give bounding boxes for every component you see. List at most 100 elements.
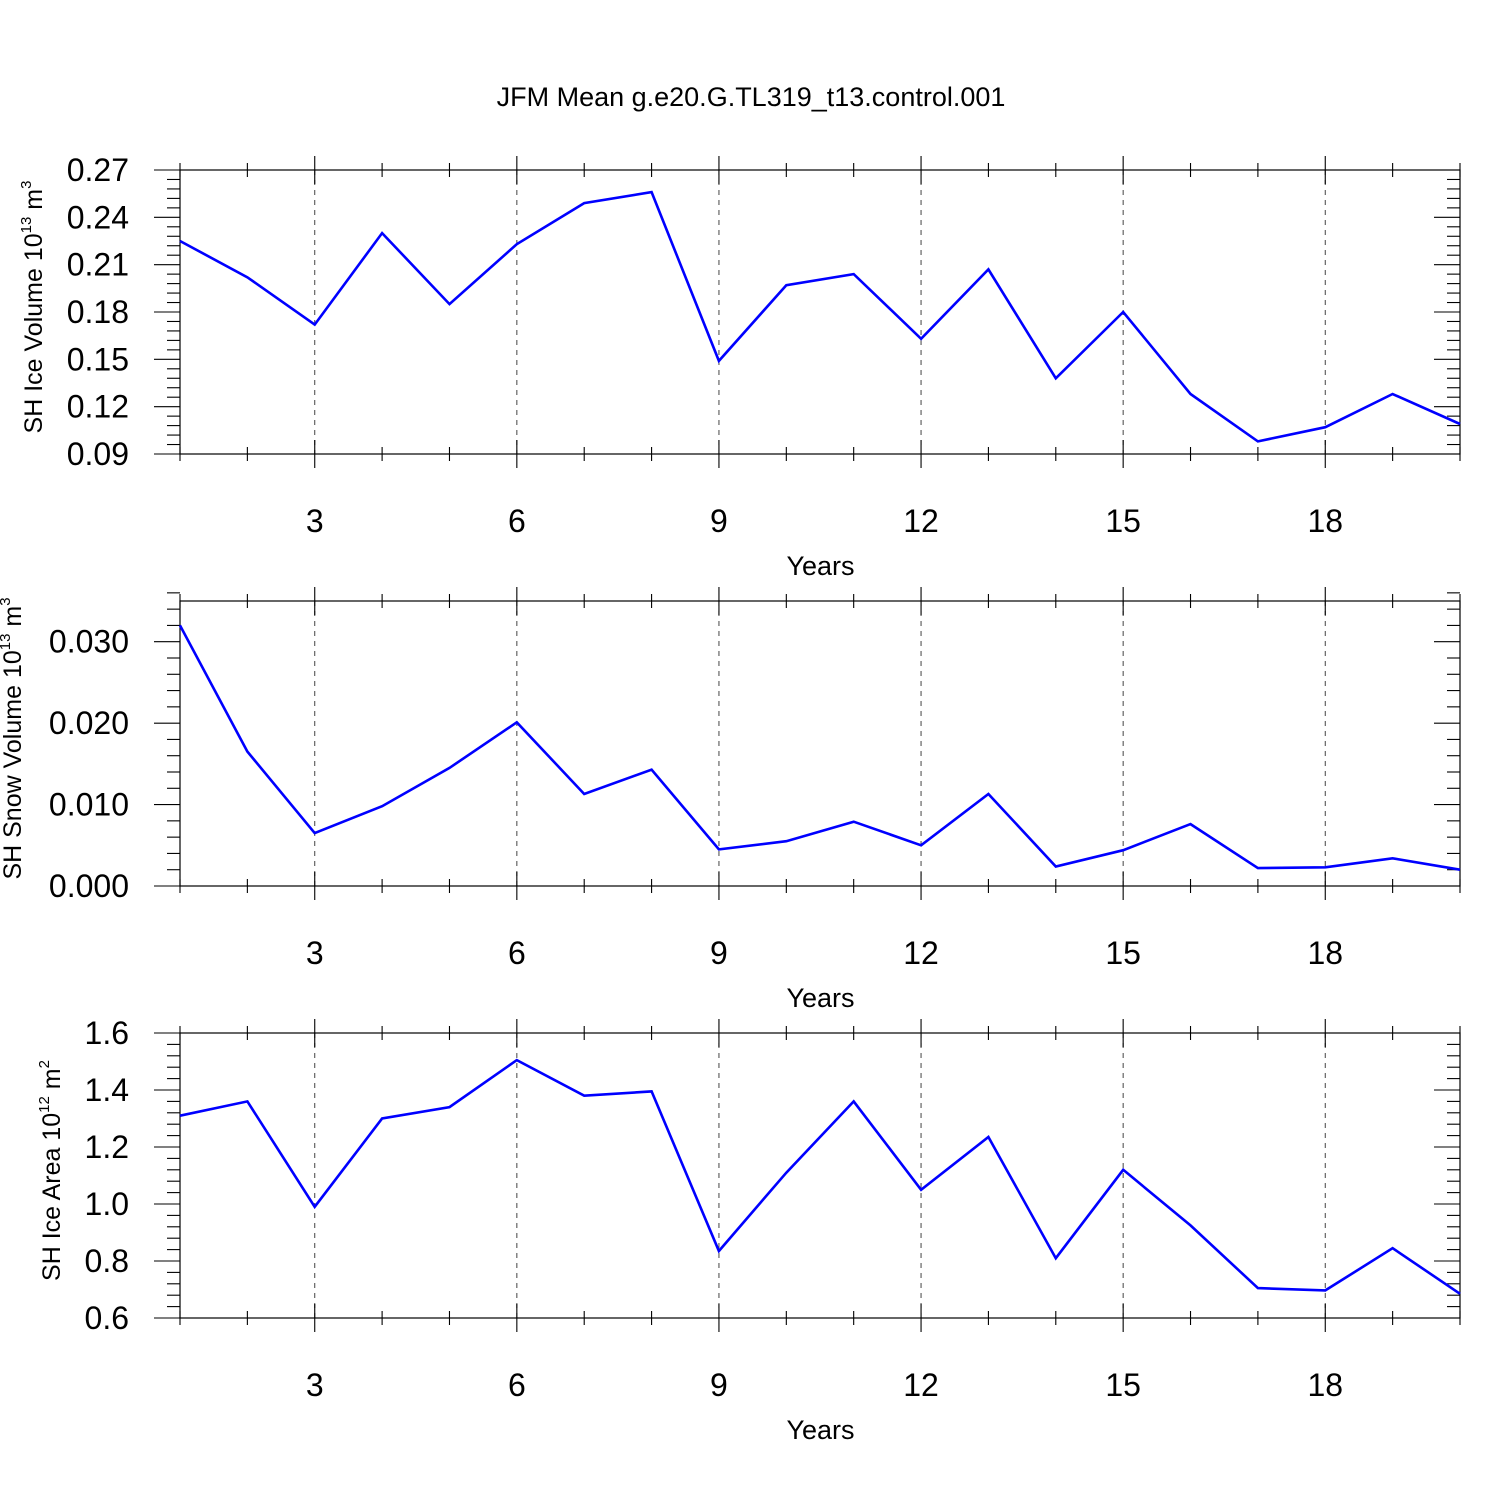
panel-2-series-line xyxy=(178,624,1461,871)
panel-2-frame xyxy=(179,600,1461,887)
panel-2-data-point-9 xyxy=(717,847,721,851)
panel-3-data-point-20 xyxy=(1458,1292,1462,1296)
panel-1-xtick-label-18: 18 xyxy=(1307,503,1343,539)
panel-3-data-point-12 xyxy=(919,1188,923,1192)
panel-1-ytick-label-3: 0.18 xyxy=(67,294,129,330)
panel-1-data-point-16 xyxy=(1189,392,1193,396)
panel-2-data-point-3 xyxy=(313,831,317,835)
panel-2-data-point-16 xyxy=(1189,822,1193,826)
panel-2-data-point-15 xyxy=(1121,848,1125,852)
panel-3-xtick-label-9: 9 xyxy=(710,1367,728,1403)
panel-1-data-point-6 xyxy=(515,242,519,246)
panel-1-data-point-2 xyxy=(245,275,249,279)
panel-3-data-point-2 xyxy=(245,1099,249,1103)
panel-1-ytick-label-4: 0.21 xyxy=(67,247,129,283)
panel-3-data-point-14 xyxy=(1054,1256,1058,1260)
panel-2-xtick-label-3: 3 xyxy=(306,935,324,971)
panel-3-xtick-label-3: 3 xyxy=(306,1367,324,1403)
panel-1-xtick-label-15: 15 xyxy=(1105,503,1141,539)
panel-1-y-axis-label-part-3: 3 xyxy=(18,181,35,189)
panel-1-ytick-label-6: 0.27 xyxy=(67,152,129,188)
panel-2-data-point-10 xyxy=(784,839,788,843)
panel-3-ytick-label-4: 1.4 xyxy=(85,1072,129,1108)
panel-1-data-point-1 xyxy=(178,239,182,243)
panel-2-ytick-label-1: 0.010 xyxy=(49,787,129,823)
panel-3-x-axis-label: Years xyxy=(786,1415,854,1445)
panel-1-data-point-9 xyxy=(717,359,721,363)
panel-2-data-point-11 xyxy=(852,820,856,824)
panel-1-y-axis-label-part-1: 13 xyxy=(18,217,35,234)
panel-3-data-point-7 xyxy=(582,1094,586,1098)
panel-3-ytick-label-0: 0.6 xyxy=(85,1300,129,1336)
panel-1-xtick-label-6: 6 xyxy=(508,503,526,539)
panel-3-ytick-label-2: 1.0 xyxy=(85,1186,129,1222)
panel-2-data-point-19 xyxy=(1391,856,1395,860)
panel-1-y-axis-label-part-0: SH Ice Volume 10 xyxy=(20,233,48,433)
panel-2-ytick-label-0: 0.000 xyxy=(49,868,129,904)
panel-1-series-line xyxy=(179,190,1461,443)
panel-1-data-point-13 xyxy=(986,267,990,271)
panel-3-data-point-9 xyxy=(717,1249,721,1253)
panel-3-data-point-16 xyxy=(1189,1223,1193,1227)
panel-1-ytick-label-1: 0.12 xyxy=(67,389,129,425)
panel-1-data-point-10 xyxy=(784,283,788,287)
panel-1-data-point-20 xyxy=(1458,422,1462,426)
panel-2-data-point-12 xyxy=(919,843,923,847)
panel-3-data-point-19 xyxy=(1391,1246,1395,1250)
panel-2-data-point-17 xyxy=(1256,866,1260,870)
panel-2-data-point-4 xyxy=(380,804,384,808)
panel-1-xtick-label-12: 12 xyxy=(903,503,939,539)
panel-3-ytick-label-3: 1.2 xyxy=(85,1129,129,1165)
panel-3-data-point-4 xyxy=(380,1117,384,1121)
panel-2-y-axis-label-part-2: m xyxy=(0,606,27,634)
panel-3-data-point-5 xyxy=(447,1105,451,1109)
panel-1-y-axis-label: SH Ice Volume 1013 m3 xyxy=(18,181,48,434)
panel-1-xtick-label-3: 3 xyxy=(306,503,324,539)
panel-2-data-point-8 xyxy=(650,768,654,772)
panel-1: 3 6 9 12 15 18 Years 0.09 0.12 0.15 0.18 0.21 0.24 0.… xyxy=(18,152,1462,581)
panel-2-xtick-label-6: 6 xyxy=(508,935,526,971)
panel-3-data-point-10 xyxy=(784,1171,788,1175)
panel-2-data-point-7 xyxy=(582,792,586,796)
panel-2-data-point-14 xyxy=(1054,864,1058,868)
panel-3-data-point-3 xyxy=(313,1205,317,1209)
panel-1-y-axis-label-part-2: m xyxy=(20,189,48,217)
panel-2-y-axis-label-part-3: 3 xyxy=(0,597,14,605)
panel-1-x-axis-label: Years xyxy=(786,551,854,581)
panel-2-data-point-1 xyxy=(178,623,182,627)
panel-3-y-axis-label-part-3: 2 xyxy=(36,1060,53,1068)
panel-3-series-line xyxy=(179,1058,1461,1295)
panel-1-data-point-17 xyxy=(1256,439,1260,443)
panel-2-y-axis-label: SH Snow Volume 1013 m3 xyxy=(0,597,27,879)
panel-1-data-point-3 xyxy=(313,323,317,327)
panel-1-data-point-15 xyxy=(1121,310,1125,314)
panel-3-data-point-18 xyxy=(1323,1288,1327,1292)
panel-2-y-axis-label-part-1: 13 xyxy=(0,634,14,651)
panel-1-xtick-label-9: 9 xyxy=(710,503,728,539)
panel-1-frame xyxy=(179,169,1461,455)
panel-2-x-axis-label: Years xyxy=(786,983,854,1013)
panel-1-data-point-7 xyxy=(582,201,586,205)
panel-3-ytick-label-5: 1.6 xyxy=(85,1015,129,1051)
panel-3: 3 6 9 12 15 18 Years 0.6 0.8 1.0 1.2 1.4 1.6 SH Ice A… xyxy=(36,1015,1462,1445)
panel-2-ytick-label-3: 0.030 xyxy=(49,624,129,660)
panel-3-frame xyxy=(179,1032,1461,1319)
panel-3-data-point-11 xyxy=(852,1099,856,1103)
panel-2-data-point-5 xyxy=(447,766,451,770)
panel-1-data-point-12 xyxy=(919,337,923,341)
panel-3-xtick-label-6: 6 xyxy=(508,1367,526,1403)
panels: 3 6 9 12 15 18 Years 0.09 0.12 0.15 0.18 0.21 0.24 0.… xyxy=(0,152,1462,1445)
panel-2: 3 6 9 12 15 18 Years 0.000 0.010 0.020 0.030 SH Sno… xyxy=(0,587,1461,1013)
panel-3-y-axis-label-part-0: SH Ice Area 10 xyxy=(38,1113,66,1281)
panel-1-data-point-18 xyxy=(1323,425,1327,429)
panel-2-data-point-6 xyxy=(515,720,519,724)
panel-3-y-axis-label: SH Ice Area 1012 m2 xyxy=(36,1060,66,1281)
panel-3-y-axis-label-part-2: m xyxy=(38,1068,66,1096)
panel-1-data-point-19 xyxy=(1391,392,1395,396)
panel-3-data-point-8 xyxy=(650,1089,654,1093)
panel-1-ytick-label-5: 0.24 xyxy=(67,199,129,235)
panel-3-data-point-6 xyxy=(515,1058,519,1062)
panel-2-xtick-label-15: 15 xyxy=(1105,935,1141,971)
panel-2-xtick-label-9: 9 xyxy=(710,935,728,971)
